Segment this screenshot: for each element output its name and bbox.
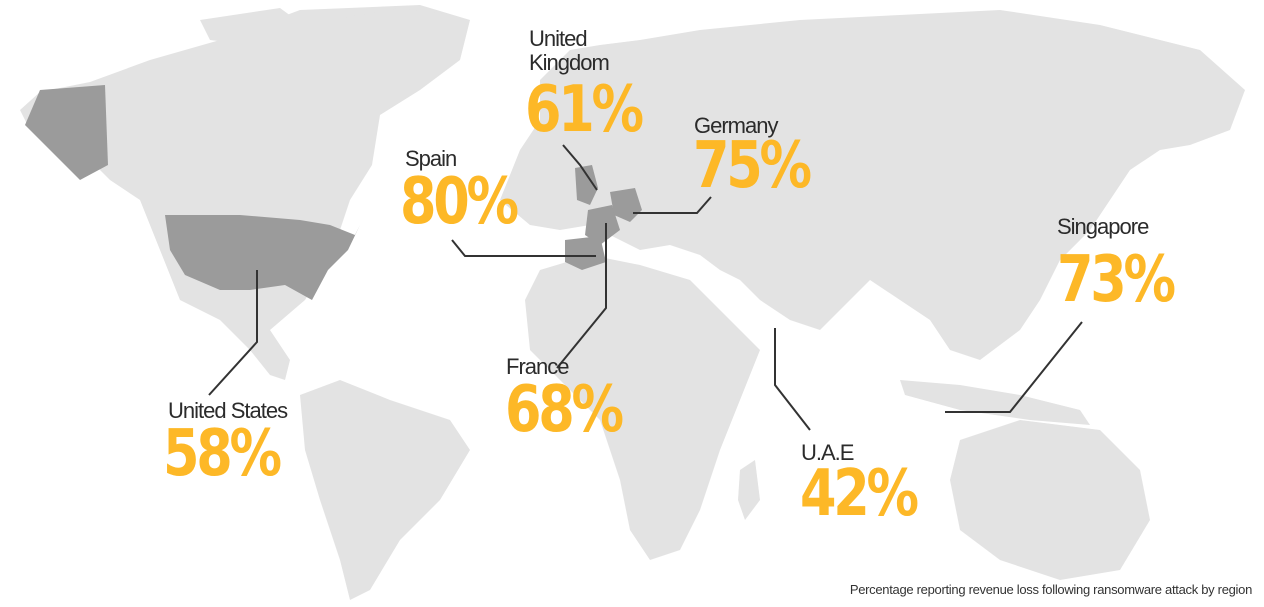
japan-landmass xyxy=(1058,155,1100,260)
eurasia-landmass xyxy=(500,10,1245,360)
uk-label-line1: United xyxy=(529,26,588,51)
germany-percentage: 75% xyxy=(693,129,812,203)
singapore-leader-line xyxy=(945,321,1083,413)
france-leader-line xyxy=(556,223,607,369)
uk-percentage: 61% xyxy=(525,73,644,147)
indonesia-landmass xyxy=(900,380,1090,425)
uae-percentage: 42% xyxy=(800,457,919,531)
uae-leader-line xyxy=(774,328,811,431)
usa-leader-line xyxy=(208,270,258,396)
alaska-highlight xyxy=(25,85,108,180)
usa-highlight xyxy=(165,215,360,300)
greenland-landmass xyxy=(330,8,450,100)
germany-leader-line xyxy=(633,196,712,214)
africa-landmass xyxy=(525,255,760,560)
north-america-landmass xyxy=(20,5,470,380)
singapore-label: Singapore xyxy=(1057,214,1149,239)
madagascar-landmass xyxy=(738,460,760,520)
uae-label: U.A.E xyxy=(801,440,854,465)
france-label: France xyxy=(506,354,569,379)
usa-percentage: 58% xyxy=(163,417,282,491)
uk-highlight xyxy=(575,165,598,205)
usa-label: United States xyxy=(168,398,288,423)
spain-percentage: 80% xyxy=(400,165,519,239)
south-america-landmass xyxy=(300,380,470,600)
france-highlight xyxy=(585,205,620,245)
australia-landmass xyxy=(950,420,1150,580)
spain-label: Spain xyxy=(405,146,457,171)
uk-label-line2: Kingdom xyxy=(529,50,610,75)
map-caption: Percentage reporting revenue loss follow… xyxy=(849,582,1252,597)
france-percentage: 68% xyxy=(505,373,624,447)
arctic-islands xyxy=(200,8,310,45)
germany-label: Germany xyxy=(694,113,778,138)
spain-highlight xyxy=(565,236,606,270)
singapore-percentage: 73% xyxy=(1057,243,1176,317)
uk-leader-line xyxy=(562,144,598,191)
spain-leader-line xyxy=(451,239,596,257)
